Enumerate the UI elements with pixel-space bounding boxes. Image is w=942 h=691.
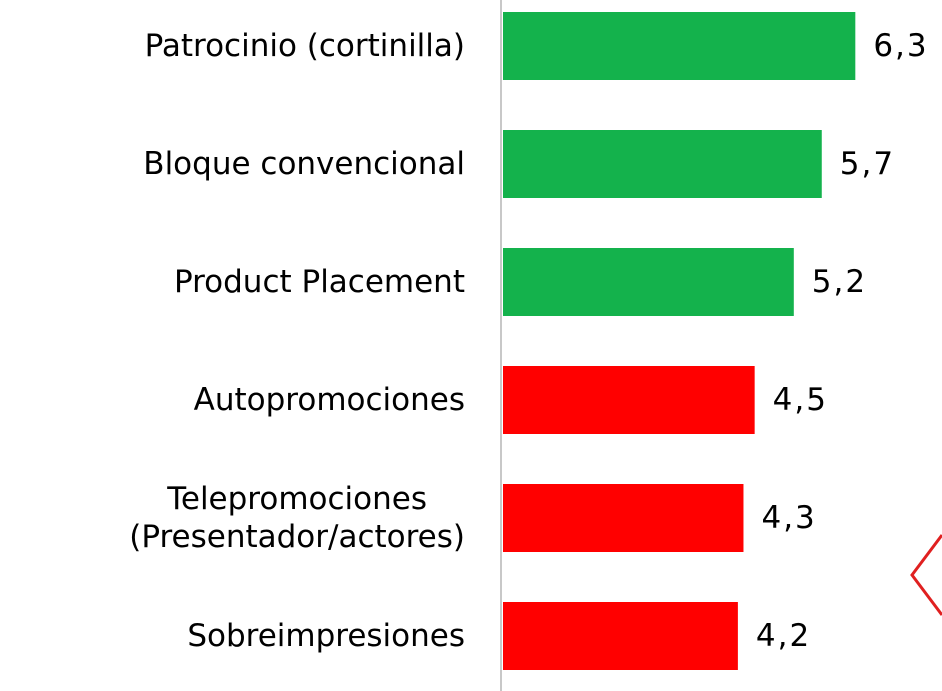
- value-label: 5,2: [811, 264, 868, 300]
- bar: [503, 248, 794, 316]
- bar: [503, 366, 755, 434]
- category-label: Patrocinio (cortinilla): [144, 28, 465, 64]
- value-label: 4,5: [772, 382, 828, 418]
- category-label: Bloque convencional: [143, 146, 465, 182]
- category-label: Product Placement: [173, 264, 465, 300]
- category-label: Sobreimpresiones: [187, 618, 465, 654]
- value-label: 6,3: [873, 28, 929, 64]
- bar: [503, 130, 822, 198]
- category-label: Autopromociones: [193, 382, 465, 418]
- decoration: [910, 534, 942, 616]
- bar: [503, 12, 856, 80]
- value-label: 5,7: [839, 146, 896, 182]
- bar: [503, 484, 744, 552]
- bar: [503, 602, 738, 670]
- value-label: 4,3: [761, 500, 817, 536]
- value-label: 4,2: [755, 618, 812, 654]
- category-label: Telepromociones (Presentador/actores): [129, 481, 465, 555]
